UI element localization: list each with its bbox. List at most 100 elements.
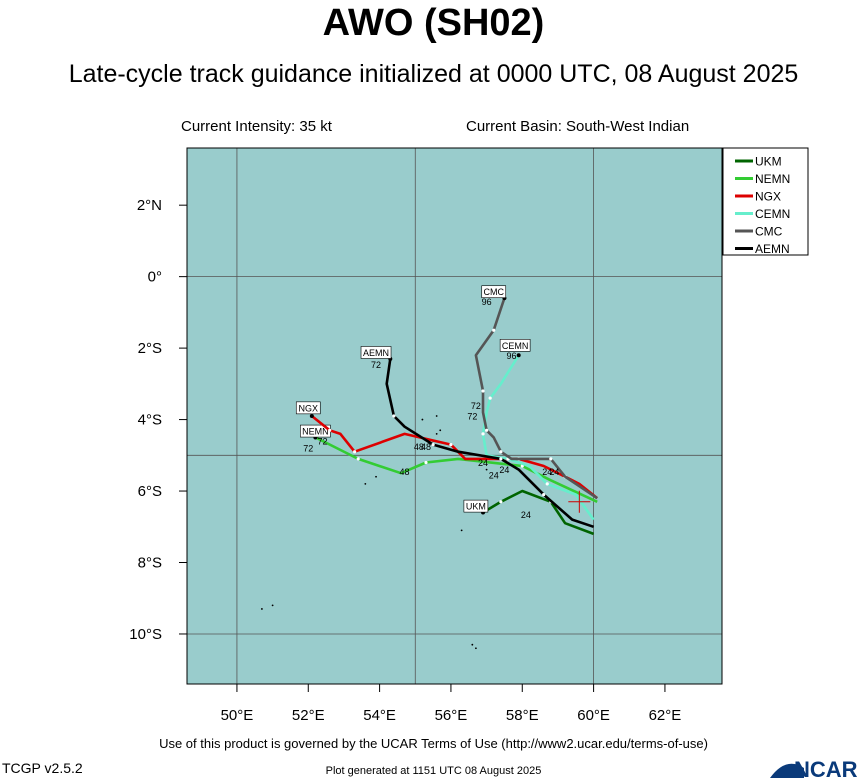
track-line-ukm bbox=[482, 489, 595, 536]
track-end-box bbox=[499, 339, 531, 352]
track-point bbox=[488, 396, 492, 400]
track-hour-label: 48 bbox=[400, 467, 410, 477]
y-tick-label: 8°S bbox=[138, 555, 162, 572]
island bbox=[485, 468, 488, 471]
island bbox=[375, 475, 377, 478]
legend-entry: CEMN bbox=[755, 207, 790, 221]
legend-entry: AEMN bbox=[755, 242, 790, 256]
track-end-box-label: CMC bbox=[483, 287, 504, 297]
track-hour-label: 24 bbox=[489, 471, 499, 481]
island bbox=[271, 604, 274, 607]
track-point bbox=[499, 500, 503, 504]
track-point bbox=[356, 457, 360, 461]
track-end-box bbox=[481, 285, 507, 299]
y-tick-label: 6°S bbox=[138, 483, 162, 500]
track-point bbox=[545, 482, 549, 486]
current-intensity: Current Intensity: 35 kt bbox=[181, 118, 332, 135]
legend: UKM NEMN NGX CEMN CMC AEMN bbox=[722, 147, 809, 256]
island bbox=[435, 432, 438, 435]
ocean-background bbox=[187, 148, 722, 684]
plot-generated-time: Plot generated at 1151 UTC 08 August 202… bbox=[325, 765, 542, 777]
track-hour-label: 48 bbox=[414, 442, 424, 452]
legend-entry: UKM bbox=[755, 155, 782, 169]
track-end-point bbox=[309, 414, 314, 418]
track-hour-label: 24 bbox=[549, 467, 559, 477]
track-point bbox=[328, 428, 332, 432]
island bbox=[471, 643, 474, 646]
track-hour-label: 24 bbox=[542, 467, 552, 477]
gridlines bbox=[187, 148, 722, 684]
track-end-box-label: UKM bbox=[466, 502, 486, 512]
plot-frame bbox=[186, 147, 723, 685]
model-tracks: 24UKM244872NEMN244872NGX247296CEMN247296… bbox=[295, 285, 599, 536]
track-hour-label: 96 bbox=[482, 297, 492, 307]
track-point bbox=[353, 450, 357, 454]
x-tick-label: 56°E bbox=[435, 707, 468, 724]
track-point bbox=[499, 450, 503, 454]
x-tick-label: 50°E bbox=[221, 707, 254, 724]
island bbox=[364, 482, 367, 485]
track-point bbox=[481, 432, 485, 436]
track-hour-label: 24 bbox=[521, 510, 531, 520]
y-tick-label: 0° bbox=[148, 269, 162, 286]
version-label: TCGP v2.5.2 bbox=[2, 760, 83, 776]
current-basin: Current Basin: South-West Indian bbox=[466, 118, 690, 135]
track-point bbox=[481, 389, 485, 393]
track-end-box-label: CEMN bbox=[502, 341, 529, 351]
track-point bbox=[449, 442, 453, 447]
terms-of-use-notice: Use of this product is governed by the U… bbox=[159, 736, 708, 751]
axis-ticks: 50°E 52°E 54°E 56°E 58°E 60°E 62°E 2°N 0° 2°S 4°S 6… bbox=[129, 197, 681, 724]
track-hour-label: 24 bbox=[499, 465, 509, 475]
track-hour-label: 72 bbox=[318, 437, 328, 447]
legend-entry: CMC bbox=[755, 225, 783, 239]
track-end-box bbox=[295, 401, 321, 415]
track-end-box bbox=[463, 499, 489, 513]
legend-entry: NEMN bbox=[755, 172, 790, 186]
track-hour-label: 72 bbox=[371, 360, 381, 370]
x-tick-label: 60°E bbox=[577, 707, 610, 724]
track-point bbox=[492, 328, 496, 332]
track-hour-label: 48 bbox=[421, 442, 431, 452]
track-aemn: 24 48 72 AEMN bbox=[360, 346, 595, 529]
island bbox=[475, 647, 477, 650]
track-point bbox=[424, 460, 428, 465]
track-point bbox=[542, 493, 546, 497]
track-point bbox=[549, 457, 553, 461]
track-point bbox=[392, 414, 396, 418]
chart-title: AWO (SH02) bbox=[322, 2, 545, 44]
track-point bbox=[485, 428, 489, 432]
track-line-cmc bbox=[474, 297, 598, 500]
x-tick-label: 58°E bbox=[506, 707, 539, 724]
svg-text:NCAR: NCAR bbox=[794, 757, 858, 780]
track-end-box-label: AEMN bbox=[363, 348, 389, 358]
track-hour-label: 72 bbox=[471, 401, 481, 411]
track-hour-label: 24 bbox=[478, 458, 488, 468]
current-position-marker bbox=[568, 490, 591, 513]
track-point bbox=[499, 457, 503, 461]
track-end-box-label: NGX bbox=[299, 403, 319, 413]
track-point bbox=[431, 442, 435, 447]
track-line-aemn bbox=[385, 358, 595, 529]
legend-entry: NGX bbox=[755, 190, 781, 204]
y-tick-label: 2°S bbox=[138, 340, 162, 357]
island bbox=[261, 608, 263, 610]
track-end-box bbox=[360, 346, 392, 359]
track-end-point bbox=[516, 353, 521, 358]
track-end-box-label: NEMN bbox=[302, 427, 329, 437]
island bbox=[435, 415, 438, 417]
island bbox=[421, 418, 424, 421]
island bbox=[460, 529, 463, 532]
island bbox=[439, 429, 442, 432]
legend-box bbox=[722, 147, 809, 256]
chart-subtitle: Late-cycle track guidance initialized at… bbox=[68, 60, 799, 88]
track-line-nemn bbox=[314, 436, 598, 503]
x-tick-label: 62°E bbox=[649, 707, 682, 724]
y-tick-label: 4°S bbox=[138, 412, 162, 429]
y-tick-label: 2°N bbox=[137, 197, 162, 214]
track-hour-label: 72 bbox=[467, 412, 477, 422]
track-hour-label: 72 bbox=[303, 444, 313, 454]
y-tick-label: 10°S bbox=[129, 626, 162, 643]
